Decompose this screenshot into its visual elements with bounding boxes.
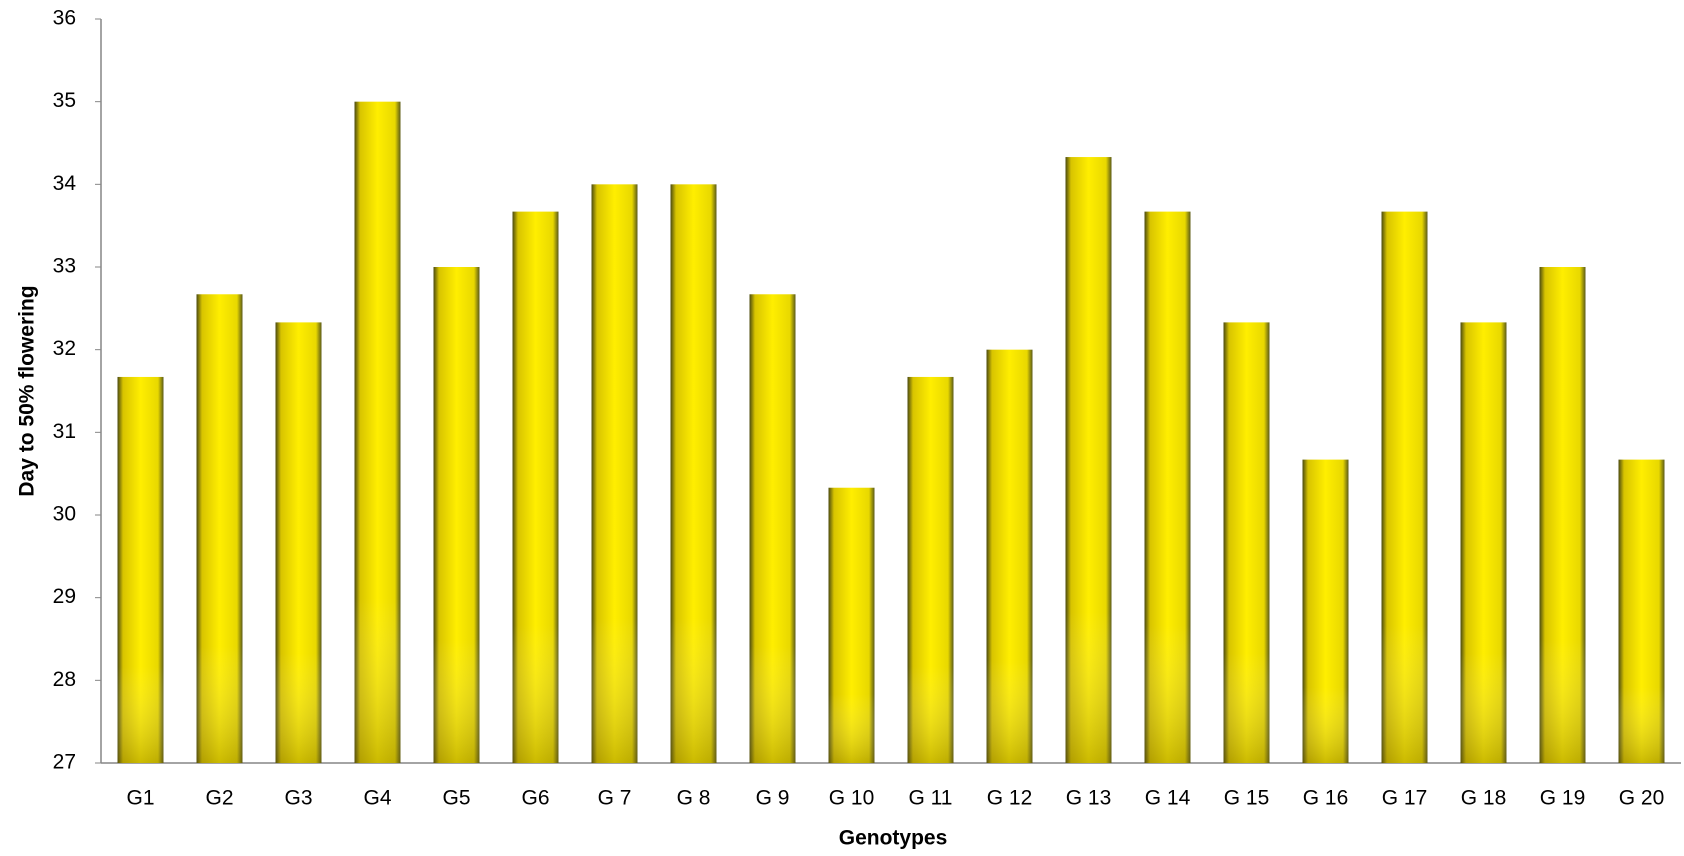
x-tick-label: G4: [363, 787, 391, 810]
y-tick-label: 31: [53, 420, 76, 443]
bar-shade: [671, 184, 717, 763]
bar-shade: [1224, 322, 1270, 763]
bar-shade: [197, 294, 243, 763]
y-tick-label: 36: [53, 7, 76, 30]
x-tick-label: G 13: [1066, 787, 1112, 810]
bar-shade: [1066, 157, 1112, 763]
bar-shade: [750, 294, 796, 763]
x-tick-label: G1: [126, 787, 154, 810]
x-tick-label: G 10: [829, 787, 875, 810]
x-tick-label: G3: [284, 787, 312, 810]
y-tick-label: 33: [53, 255, 76, 278]
x-axis-title: Genotypes: [839, 827, 948, 850]
x-tick-label: G5: [442, 787, 470, 810]
x-tick-label: G 17: [1382, 787, 1428, 810]
bar-shade: [592, 184, 638, 763]
y-tick-label: 29: [53, 585, 76, 608]
x-tick-label: G 20: [1619, 787, 1665, 810]
y-tick-label: 32: [53, 337, 76, 360]
y-tick-label: 28: [53, 668, 76, 691]
y-tick-label: 35: [53, 89, 76, 112]
bar-shade: [1461, 322, 1507, 763]
x-tick-label: G 11: [909, 787, 953, 810]
chart: Genotypes Day to 50% flowering 27 28 29 30 3…: [0, 0, 1684, 856]
x-tick-label: G6: [521, 787, 549, 810]
x-tick-label: G 12: [987, 787, 1033, 810]
y-tick-label: 27: [53, 751, 76, 774]
bar-shade: [1619, 460, 1665, 763]
bar-shade: [829, 488, 875, 763]
bar-shade: [513, 212, 559, 763]
bar-shade: [1540, 267, 1586, 763]
y-axis-title: Day to 50% flowering: [16, 285, 39, 496]
bar-shade: [987, 350, 1033, 763]
bar-shade: [355, 102, 401, 763]
x-tick-label: G 7: [598, 787, 632, 810]
x-tick-label: G 19: [1540, 787, 1586, 810]
x-tick-label: G 16: [1303, 787, 1349, 810]
bar-shade: [276, 322, 322, 763]
x-tick-label: G 15: [1224, 787, 1270, 810]
bar-shade: [434, 267, 480, 763]
bar-shade: [1303, 460, 1349, 763]
bar-shade: [908, 377, 954, 763]
x-tick-label: G 18: [1461, 787, 1507, 810]
bar-shade: [1382, 212, 1428, 763]
y-tick-label: 30: [53, 503, 76, 526]
x-tick-label: G 9: [756, 787, 790, 810]
x-tick-label: G2: [205, 787, 233, 810]
bar-shade: [118, 377, 164, 763]
x-tick-label: G 14: [1145, 787, 1191, 810]
x-tick-label: G 8: [677, 787, 711, 810]
y-tick-label: 34: [53, 172, 77, 195]
bar-shade: [1145, 212, 1191, 763]
